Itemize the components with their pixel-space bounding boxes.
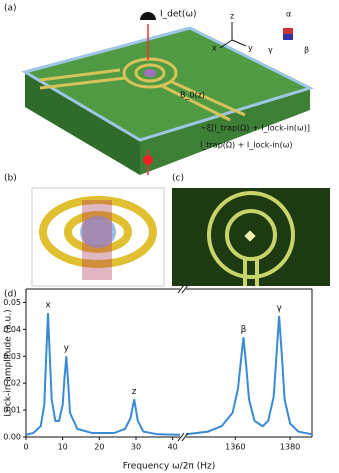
rings (39, 196, 157, 268)
field-lines (82, 200, 112, 280)
y-tick-label: 0.05 (3, 298, 21, 307)
rotation-label: β (304, 46, 309, 55)
slab-side (140, 88, 310, 175)
slab-side (25, 72, 140, 175)
y-tick-label: 0.02 (3, 379, 21, 388)
x-tick-label: 1360 (225, 443, 245, 452)
panel-label: (b) (4, 174, 17, 184)
particle (144, 69, 156, 77)
x-tick-label: 1380 (280, 443, 300, 452)
x-tick-label: 30 (131, 443, 141, 452)
rings (207, 191, 295, 286)
traces (39, 57, 246, 122)
x-tick-label: 0 (23, 443, 28, 452)
peak-label: y (64, 344, 70, 354)
axis-label: x (212, 44, 217, 53)
axis-break (177, 432, 189, 442)
x-tick-label: 10 (58, 443, 68, 452)
laser (143, 155, 153, 165)
x-axis-label: Frequency ω/2π (Hz) (123, 462, 215, 472)
panel-label: (d) (4, 290, 17, 300)
x-tick-label: 40 (168, 443, 178, 452)
rotation-label: α (286, 10, 291, 19)
panel-label: (c) (172, 174, 184, 184)
peak-label: x (45, 301, 51, 311)
peak-label: γ (276, 303, 282, 313)
spectrum-line (25, 313, 181, 436)
peak-label: z (132, 387, 137, 397)
detector (140, 12, 156, 20)
x-tick-label: 20 (94, 443, 104, 452)
current-label: −ξ[I_trap(Ω) + I_lock-in(ω)] (200, 124, 310, 133)
y-tick-label: 0.04 (3, 325, 21, 334)
field-label: B_0(z) (180, 91, 205, 100)
axes-icon (219, 22, 247, 49)
rotation-label: γ (268, 46, 273, 55)
y-axis-label: Lock-in amplitude (a.u.) (4, 309, 14, 416)
trap-center (244, 230, 256, 242)
spectrum-line (185, 315, 313, 436)
y-tick-label: 0.01 (3, 406, 21, 415)
y-tick-label: 0.00 (3, 433, 21, 442)
cube (283, 34, 293, 40)
axis-label: z (230, 12, 234, 21)
current-label: I_trap(Ω) + I_lock-in(ω) (200, 141, 293, 150)
axis-break (177, 284, 189, 294)
axis-label: y (248, 44, 253, 53)
detector-label: I_det(ω) (160, 10, 197, 20)
field-map (80, 216, 116, 248)
panel-label: (a) (4, 4, 17, 14)
y-tick-label: 0.03 (3, 352, 21, 361)
peak-label: β (241, 325, 247, 335)
